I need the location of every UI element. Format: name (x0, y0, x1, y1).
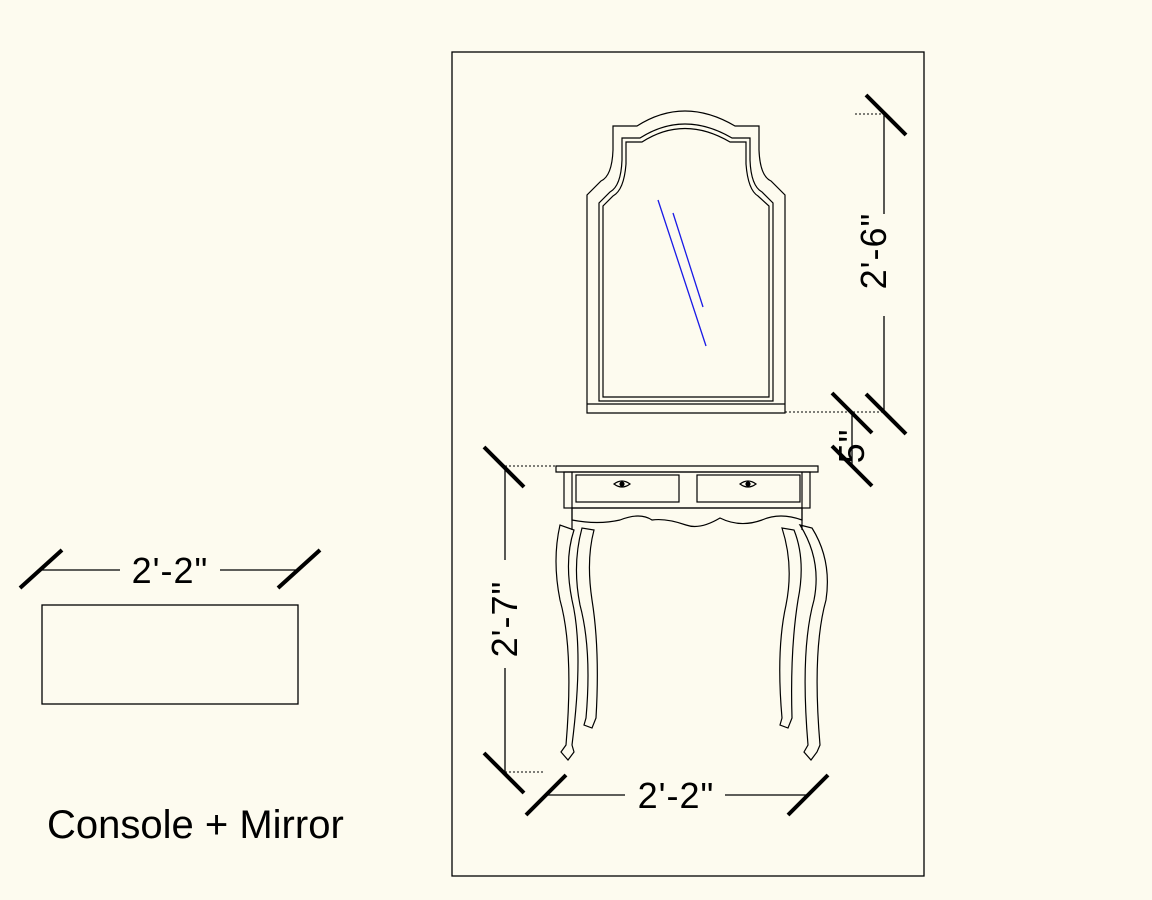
console-leg-front-right (798, 524, 828, 761)
mirror-height-dimension (785, 93, 908, 436)
console-leg-front-left (555, 524, 579, 761)
mirror-glint (657, 199, 707, 347)
dimension-tick (830, 391, 874, 435)
dimension-tick (864, 392, 908, 436)
gap-dimension (830, 391, 874, 488)
dimension-tick (482, 751, 526, 795)
plan-width-label: 2'-2" (132, 550, 209, 591)
dimension-tick (786, 773, 830, 817)
dimension-tick (864, 93, 908, 137)
drawer-pull-left (612, 480, 632, 488)
console-skirt (571, 507, 803, 528)
dimension-tick (276, 548, 322, 590)
dimension-tick (482, 445, 526, 489)
console-leg-back-left (575, 527, 598, 729)
elevation-frame (451, 51, 925, 877)
elevation-width-label: 2'-2" (638, 775, 715, 816)
dimension-tick (18, 548, 64, 590)
console-height-label: 2'-7" (484, 581, 525, 658)
console-top (555, 465, 819, 473)
mirror-frame-inner (598, 123, 774, 402)
drawer-left (575, 474, 680, 503)
dimension-tick (830, 444, 874, 488)
drawer-right (696, 474, 801, 503)
elevation-width-dimension (524, 773, 830, 817)
mirror (586, 110, 786, 414)
mirror-frame-outer (586, 110, 786, 414)
mirror-frame-glass-edge (602, 127, 770, 398)
console-height-dimension (482, 445, 556, 795)
mirror-height-label: 2'-6" (853, 213, 894, 290)
mirror-glint (672, 212, 704, 308)
console-table (555, 465, 828, 761)
drawing-title: Console + Mirror (47, 803, 344, 847)
plan-view: 2'-2" (18, 548, 322, 705)
console-apron (563, 471, 811, 509)
gap-label: 5" (831, 429, 872, 464)
plan-width-dimension (18, 548, 322, 590)
console-plan-outline (41, 604, 299, 705)
console-leg-back-right (779, 527, 802, 729)
dimension-tick (524, 773, 568, 817)
drawer-pull-right (738, 480, 758, 488)
